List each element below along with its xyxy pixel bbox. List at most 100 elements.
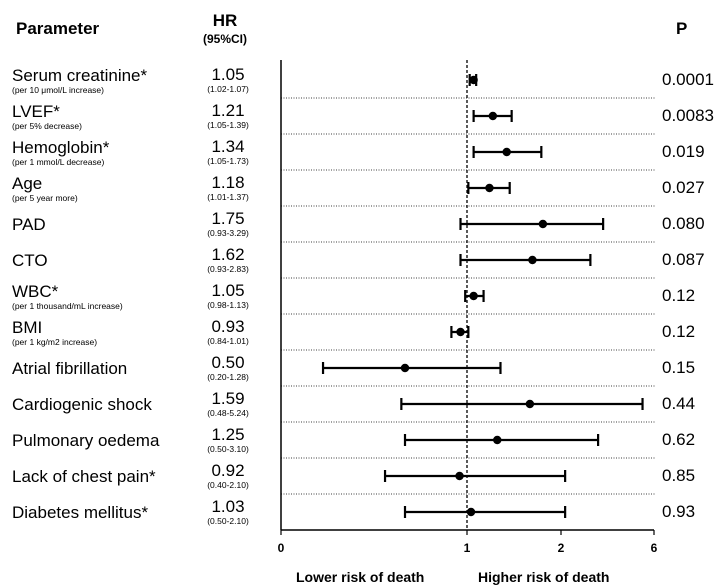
higher-risk-label: Higher risk of death xyxy=(478,569,610,585)
hr-point xyxy=(455,471,464,481)
hr-header: HR (95%CI) xyxy=(190,11,260,46)
x-tick-label: 6 xyxy=(651,541,658,555)
parameter-row-label: CTO xyxy=(12,252,48,270)
hr-cell: 1.18 (1.01-1.37) xyxy=(173,173,283,203)
hr-value: 1.18 xyxy=(211,173,245,192)
hr-ci: (1.01-1.37) xyxy=(207,192,249,202)
hr-ci-header-label: (95%CI) xyxy=(202,32,247,46)
hr-value: 1.34 xyxy=(211,137,245,156)
p-value: 0.0083 xyxy=(662,106,714,125)
hr-ci: (0.50-2.10) xyxy=(207,516,249,526)
x-tick-label: 0 xyxy=(278,541,285,555)
parameter-name: LVEF* xyxy=(12,102,60,121)
parameter-note: (per 10 μmol/L increase) xyxy=(12,85,104,95)
hr-cell: 1.62 (0.93-2.83) xyxy=(173,245,283,275)
parameter-name: Pulmonary oedema xyxy=(12,431,160,450)
hr-cell: 1.59 (0.48-5.24) xyxy=(173,389,283,419)
parameter-note: (per 5% decrease) xyxy=(12,121,82,131)
p-value: 0.0001 xyxy=(662,70,714,89)
hr-point xyxy=(485,183,494,193)
hr-ci: (1.05-1.73) xyxy=(207,156,249,166)
hr-point xyxy=(469,75,478,85)
hr-value: 0.50 xyxy=(211,353,245,372)
parameter-row-label: Age (per 5 year more) xyxy=(12,174,78,204)
parameter-note: (per 1 thousand/mL increase) xyxy=(12,301,123,311)
hr-value: 0.93 xyxy=(211,317,245,336)
hr-value: 1.59 xyxy=(211,389,245,408)
parameter-row-label: BMI (per 1 kg/m2 increase) xyxy=(12,318,98,348)
parameter-row-label: Lack of chest pain* xyxy=(12,468,156,486)
hr-value: 1.75 xyxy=(211,209,245,228)
p-value: 0.15 xyxy=(662,358,696,377)
parameter-name: Cardiogenic shock xyxy=(12,395,152,414)
parameter-row-label: Hemoglobin* (per 1 mmol/L decrease) xyxy=(12,138,110,168)
p-value: 0.019 xyxy=(662,142,705,161)
parameter-row-label: WBC* (per 1 thousand/mL increase) xyxy=(12,282,123,312)
parameter-row-label: Serum creatinine* (per 10 μmol/L increase… xyxy=(12,66,148,96)
hr-cell: 0.50 (0.20-1.28) xyxy=(173,353,283,383)
parameter-name: Serum creatinine* xyxy=(12,66,148,85)
parameter-row-label: Diabetes mellitus* xyxy=(12,504,148,522)
hr-point xyxy=(502,147,511,157)
hr-ci: (0.84-1.01) xyxy=(207,336,249,346)
hr-point xyxy=(525,399,535,409)
hr-ci: (0.98-1.13) xyxy=(207,300,249,310)
hr-cell: 1.05 (1.02-1.07) xyxy=(173,65,283,95)
hr-ci: (0.93-3.29) xyxy=(207,228,249,238)
x-tick-label: 2 xyxy=(558,541,565,555)
p-value: 0.93 xyxy=(662,502,696,521)
hr-cell: 0.92 (0.40-2.10) xyxy=(173,461,283,491)
hr-value: 1.25 xyxy=(211,425,245,444)
parameter-name: Diabetes mellitus* xyxy=(12,503,149,522)
x-tick-label: 1 xyxy=(464,541,471,555)
hr-value: 1.05 xyxy=(211,65,245,84)
parameter-name: BMI xyxy=(12,318,43,337)
p-value: 0.087 xyxy=(662,250,705,269)
hr-point xyxy=(493,435,502,445)
hr-ci: (0.48-5.24) xyxy=(207,408,249,418)
parameter-row-label: LVEF* (per 5% decrease) xyxy=(12,102,82,132)
p-value: 0.12 xyxy=(662,322,696,341)
hr-header-label: HR xyxy=(212,11,238,30)
parameter-row-label: Atrial fibrillation xyxy=(12,360,127,378)
parameter-name: WBC* xyxy=(12,282,59,301)
p-value: 0.62 xyxy=(662,430,696,449)
hr-ci: (0.40-2.10) xyxy=(207,480,249,490)
lower-risk-label: Lower risk of death xyxy=(296,569,425,585)
hr-value: 1.05 xyxy=(211,281,245,300)
hr-cell: 0.93 (0.84-1.01) xyxy=(173,317,283,347)
p-header: P xyxy=(676,19,688,38)
hr-cell: 1.05 (0.98-1.13) xyxy=(173,281,283,311)
parameter-name: Age xyxy=(12,174,43,193)
hr-value: 0.92 xyxy=(211,461,245,480)
hr-value: 1.03 xyxy=(211,497,245,516)
parameter-note: (per 5 year more) xyxy=(12,193,78,203)
hr-point xyxy=(528,255,537,265)
parameter-name: CTO xyxy=(12,251,48,270)
hr-ci: (0.20-1.28) xyxy=(207,372,249,382)
hr-point xyxy=(488,111,498,121)
hr-point xyxy=(466,507,476,517)
hr-point xyxy=(538,219,548,229)
parameter-name: PAD xyxy=(12,215,46,234)
parameter-row-label: Cardiogenic shock xyxy=(12,396,152,414)
hr-cell: 1.03 (0.50-2.10) xyxy=(173,497,283,527)
hr-point xyxy=(400,363,410,373)
hr-ci: (1.02-1.07) xyxy=(207,84,249,94)
parameter-note: (per 1 kg/m2 increase) xyxy=(12,337,98,347)
hr-value: 1.21 xyxy=(211,101,245,120)
hr-ci: (0.50-3.10) xyxy=(207,444,249,454)
hr-cell: 1.21 (1.05-1.39) xyxy=(173,101,283,131)
parameter-name: Hemoglobin* xyxy=(12,138,110,157)
p-value: 0.027 xyxy=(662,178,705,197)
parameter-note: (per 1 mmol/L decrease) xyxy=(12,157,105,167)
parameter-header: Parameter xyxy=(16,19,100,38)
parameter-name: Atrial fibrillation xyxy=(12,359,128,378)
hr-point xyxy=(469,291,478,301)
hr-cell: 1.25 (0.50-3.10) xyxy=(173,425,283,455)
p-value: 0.12 xyxy=(662,286,696,305)
hr-value: 1.62 xyxy=(211,245,245,264)
p-value: 0.080 xyxy=(662,214,705,233)
hr-cell: 1.75 (0.93-3.29) xyxy=(173,209,283,239)
